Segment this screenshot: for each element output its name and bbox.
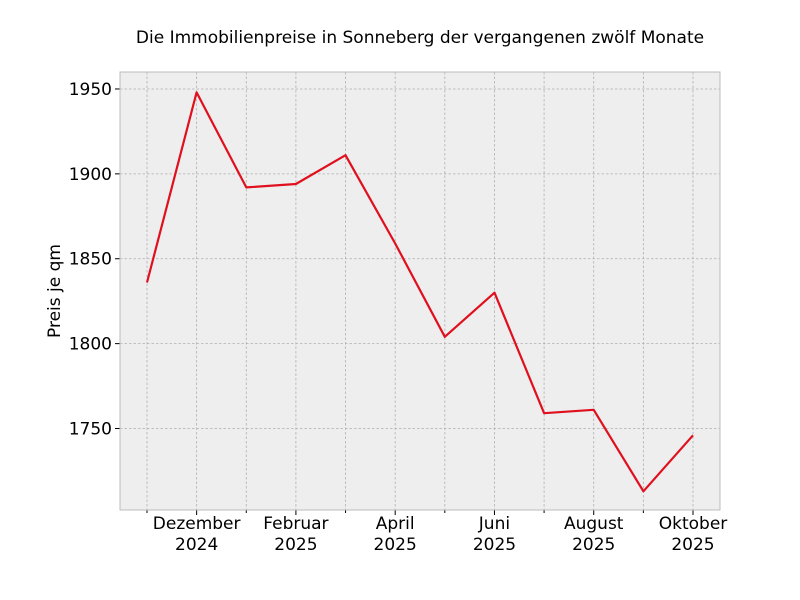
x-tick-label-month: August bbox=[564, 514, 624, 534]
y-tick-label: 1800 bbox=[69, 335, 112, 355]
x-tick-label-year: 2025 bbox=[473, 535, 516, 555]
y-axis-label: Preis je qm bbox=[45, 244, 65, 338]
x-tick-label-year: 2025 bbox=[572, 535, 615, 555]
plot-frame bbox=[119, 71, 721, 511]
x-tick-label-year: 2025 bbox=[274, 535, 317, 555]
y-tick-label: 1850 bbox=[69, 250, 112, 270]
x-tick-label-year: 2025 bbox=[671, 535, 714, 555]
grid-lines bbox=[120, 72, 720, 510]
y-tick-label: 1950 bbox=[69, 80, 112, 100]
x-tick-label-year: 2024 bbox=[175, 535, 218, 555]
series-line bbox=[145, 91, 694, 493]
x-tick-label-year: 2025 bbox=[374, 535, 417, 555]
y-tick-label: 1750 bbox=[69, 420, 112, 440]
x-tick-label-month: April bbox=[376, 514, 415, 534]
chart-title: Die Immobilienpreise in Sonneberg der ve… bbox=[136, 28, 704, 48]
axis-ticks: 17501800185019001950Dezember2024Februar2… bbox=[69, 80, 728, 555]
x-tick-label-month: Oktober bbox=[659, 514, 728, 534]
x-tick-label-month: Februar bbox=[263, 514, 328, 534]
x-tick-label-month: Juni bbox=[478, 514, 510, 534]
x-tick-label-month: Dezember bbox=[153, 514, 241, 534]
y-tick-label: 1900 bbox=[69, 165, 112, 185]
